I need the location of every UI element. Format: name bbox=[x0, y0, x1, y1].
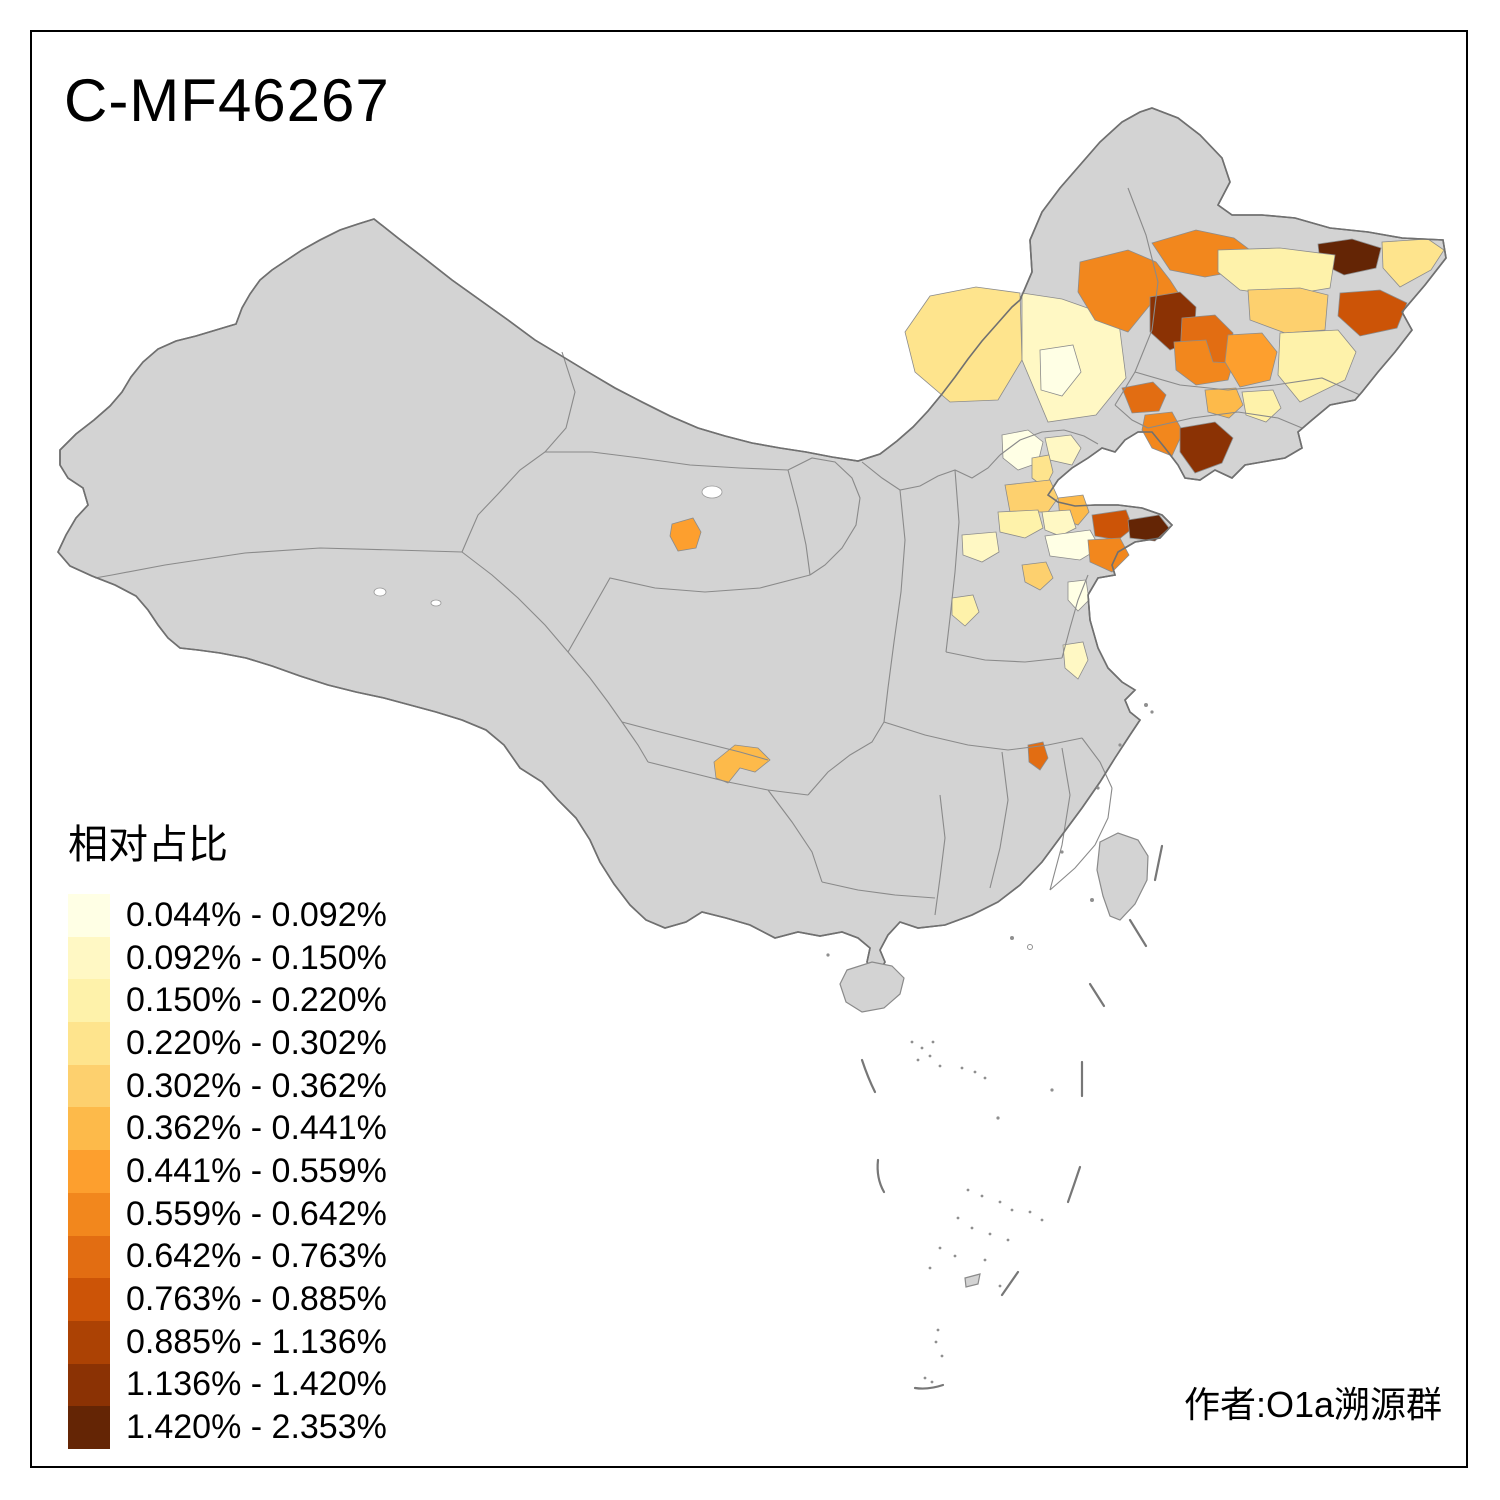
legend-swatch bbox=[68, 979, 110, 1023]
map-region-patch bbox=[1204, 387, 1244, 419]
legend-label: 0.642% - 0.763% bbox=[126, 1237, 387, 1276]
legend-swatch bbox=[68, 1363, 110, 1407]
legend-swatch bbox=[68, 1064, 110, 1108]
legend-swatch bbox=[68, 894, 110, 937]
legend-swatch bbox=[68, 1406, 110, 1449]
map-region-patch bbox=[1041, 509, 1077, 537]
legend-swatch bbox=[68, 1278, 110, 1321]
legend-row: 0.044% - 0.092% bbox=[68, 894, 387, 937]
map-region-patch bbox=[961, 531, 1000, 563]
lakes bbox=[373, 485, 723, 607]
map-region-patch bbox=[1039, 344, 1082, 397]
map-region-patch bbox=[904, 286, 1023, 403]
legend-swatch bbox=[68, 1235, 110, 1279]
map-region-patch bbox=[1062, 641, 1089, 680]
legend-label: 0.763% - 0.885% bbox=[126, 1280, 387, 1319]
map-region-patch bbox=[1179, 421, 1234, 474]
map-region-patch bbox=[1004, 479, 1059, 513]
legend-label: 0.092% - 0.150% bbox=[126, 938, 387, 977]
legend: 相对占比 0.044% - 0.092% 0.092% - 0.150% 0.1… bbox=[68, 812, 387, 1449]
map-region-patch bbox=[1067, 579, 1090, 612]
legend-label: 0.302% - 0.362% bbox=[126, 1066, 387, 1105]
legend-label: 1.136% - 1.420% bbox=[126, 1365, 387, 1404]
map-region-patch bbox=[1087, 537, 1130, 573]
legend-swatch bbox=[68, 936, 110, 980]
legend-swatch bbox=[68, 1320, 110, 1364]
map-region-patch bbox=[669, 517, 702, 552]
country-border bbox=[57, 107, 1447, 979]
map-region-patch bbox=[1247, 287, 1329, 334]
map-region-patch bbox=[1091, 509, 1134, 541]
map-region-patch bbox=[1121, 381, 1167, 414]
legend-swatch bbox=[68, 1192, 110, 1236]
legend-label: 0.885% - 1.136% bbox=[126, 1322, 387, 1361]
map-region-patch bbox=[951, 594, 980, 627]
map-region-patch bbox=[1337, 289, 1408, 337]
legend-row: 0.362% - 0.441% bbox=[68, 1107, 387, 1151]
legend-row: 0.092% - 0.150% bbox=[68, 936, 387, 980]
legend-row: 0.642% - 0.763% bbox=[68, 1235, 387, 1279]
legend-row: 0.302% - 0.362% bbox=[68, 1064, 387, 1108]
plot-border bbox=[30, 30, 1468, 1468]
map-region-patch bbox=[1224, 332, 1278, 388]
map-region-patch bbox=[1021, 561, 1054, 591]
legend-label: 0.362% - 0.441% bbox=[126, 1109, 387, 1148]
legend-label: 0.044% - 0.092% bbox=[126, 895, 387, 934]
sea-islands-specks bbox=[910, 1040, 1054, 1384]
legend-label: 1.420% - 2.353% bbox=[126, 1408, 387, 1447]
legend-label: 0.220% - 0.302% bbox=[126, 1023, 387, 1062]
hainan-island bbox=[839, 961, 905, 1013]
legend-label: 0.441% - 0.559% bbox=[126, 1151, 387, 1190]
legend-row: 0.885% - 1.136% bbox=[68, 1320, 387, 1364]
legend-row: 0.559% - 0.642% bbox=[68, 1192, 387, 1236]
legend-swatch bbox=[68, 1150, 110, 1193]
nine-dash-line bbox=[860, 844, 1164, 1390]
legend-row: 0.150% - 0.220% bbox=[68, 979, 387, 1023]
legend-row: 1.420% - 2.353% bbox=[68, 1406, 387, 1449]
legend-swatch bbox=[68, 1107, 110, 1151]
page-title: C-MF46267 bbox=[64, 67, 390, 134]
legend-swatch bbox=[68, 1022, 110, 1065]
legend-row: 0.220% - 0.302% bbox=[68, 1022, 387, 1065]
legend-label: 0.559% - 0.642% bbox=[126, 1194, 387, 1233]
legend-label: 0.150% - 0.220% bbox=[126, 981, 387, 1020]
map-region-patch bbox=[1127, 514, 1170, 542]
legend-title: 相对占比 bbox=[68, 823, 228, 867]
province-borders bbox=[94, 187, 1361, 916]
attribution-text: 作者:O1a溯源群 bbox=[1183, 1384, 1442, 1425]
legend-row: 1.136% - 1.420% bbox=[68, 1363, 387, 1407]
map-region-patch bbox=[1027, 741, 1049, 771]
islands bbox=[826, 703, 1154, 1013]
legend-row: 0.441% - 0.559% bbox=[68, 1150, 387, 1193]
taiwan-island bbox=[1096, 832, 1149, 921]
legend-row: 0.763% - 0.885% bbox=[68, 1278, 387, 1321]
map-region-patch bbox=[997, 509, 1044, 539]
